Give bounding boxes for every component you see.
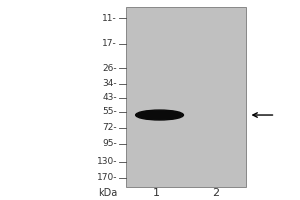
Text: 2: 2 bbox=[212, 188, 219, 198]
Text: 95-: 95- bbox=[102, 139, 117, 148]
Text: kDa: kDa bbox=[98, 188, 117, 198]
Ellipse shape bbox=[136, 110, 183, 120]
Text: 11-: 11- bbox=[102, 14, 117, 23]
Bar bbox=[126, 7, 246, 187]
Text: 17-: 17- bbox=[102, 39, 117, 48]
Text: 130-: 130- bbox=[97, 157, 117, 166]
Text: 26-: 26- bbox=[103, 64, 117, 73]
Text: 72-: 72- bbox=[103, 123, 117, 132]
Text: 170-: 170- bbox=[97, 173, 117, 182]
Text: 43-: 43- bbox=[103, 93, 117, 102]
Text: 55-: 55- bbox=[102, 107, 117, 116]
Text: 1: 1 bbox=[152, 188, 160, 198]
Text: 34-: 34- bbox=[103, 79, 117, 88]
